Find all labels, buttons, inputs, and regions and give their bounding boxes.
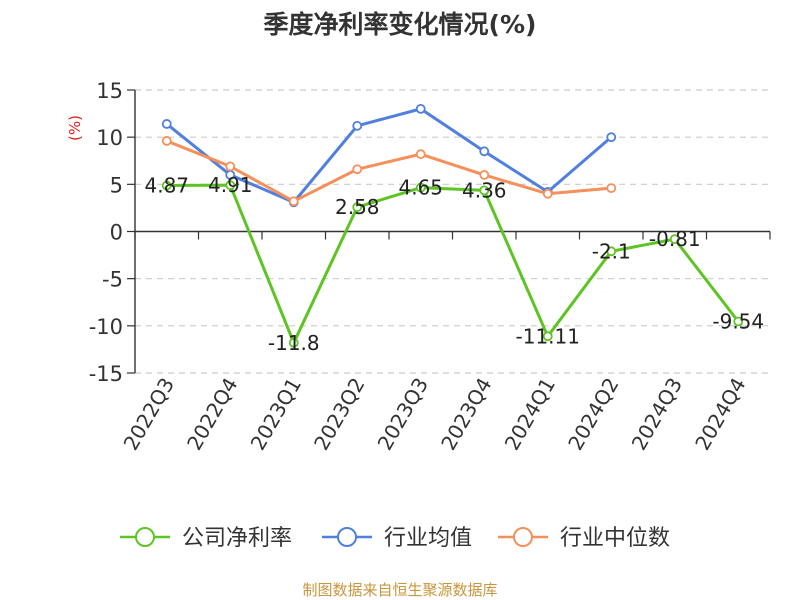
y-tick-label: -5 (102, 268, 123, 292)
series-line (166, 139, 612, 203)
x-tick-label: 2024Q3 (627, 374, 687, 455)
legend-label: 公司净利率 (182, 526, 292, 551)
source-footer: 制图数据来自恒生聚源数据库 (302, 581, 497, 599)
legend-label: 行业均值 (384, 526, 472, 551)
legend-marker (513, 527, 533, 547)
data-point[interactable] (352, 164, 363, 175)
series-2 (161, 136, 617, 207)
legend-marker (135, 527, 155, 547)
data-point[interactable] (288, 196, 299, 207)
data-point[interactable] (161, 136, 172, 146)
data-point[interactable] (733, 316, 744, 327)
data-point[interactable] (415, 182, 426, 193)
data-label: -2.1 (592, 239, 631, 263)
series-line (165, 107, 613, 204)
y-tick-label: -10 (89, 315, 123, 339)
data-point[interactable] (606, 246, 617, 257)
x-tick-label: 2023Q2 (309, 374, 369, 455)
x-tick-label: 2023Q4 (436, 374, 496, 455)
legend-item-2[interactable]: 行业中位数 (498, 526, 670, 551)
legend-item-1[interactable]: 行业均值 (322, 526, 472, 551)
data-point[interactable] (479, 169, 490, 180)
data-point[interactable] (479, 185, 490, 196)
data-point[interactable] (542, 188, 553, 199)
data-point[interactable] (542, 331, 553, 342)
x-tick-label: 2024Q1 (500, 374, 560, 455)
x-tick-label: 2023Q3 (373, 374, 433, 455)
data-point[interactable] (415, 103, 426, 114)
data-point[interactable] (225, 161, 236, 172)
chart-title: 季度净利率变化情况(%) (264, 10, 537, 39)
data-label: 4.87 (144, 174, 189, 198)
y-tick-label: 0 (110, 221, 123, 245)
y-tick-label: 5 (110, 173, 123, 197)
data-label: 4.91 (208, 173, 253, 197)
legend-item-0[interactable]: 公司净利率 (120, 526, 292, 551)
series-line (166, 183, 740, 345)
data-point[interactable] (352, 120, 363, 131)
grid (135, 89, 770, 374)
data-point[interactable] (606, 132, 617, 143)
data-label: -0.81 (649, 227, 701, 251)
data-point[interactable] (415, 149, 426, 160)
x-tick-label: 2022Q3 (119, 374, 179, 455)
series (161, 103, 744, 348)
data-label: 4.36 (462, 178, 507, 202)
data-point[interactable] (606, 183, 617, 194)
data-label: -11.11 (516, 324, 580, 348)
data-point[interactable] (288, 337, 299, 348)
data-point[interactable] (669, 234, 680, 245)
data-label: 2.58 (335, 195, 380, 219)
data-point[interactable] (225, 180, 236, 191)
x-tick-label: 2022Q4 (182, 374, 242, 455)
legend-marker (337, 527, 357, 547)
series-0 (161, 180, 744, 348)
data-labels: 4.87 4.91 -11.8 2.58 4.65 4.36 -11.11 -2.1 -0.81… (144, 173, 764, 355)
data-label: -11.8 (268, 331, 320, 355)
x-tick-label: 2024Q2 (563, 374, 623, 455)
data-label: 4.65 (398, 176, 443, 200)
data-point[interactable] (161, 119, 172, 129)
x-tick-label: 2023Q1 (246, 374, 306, 455)
legend-label: 行业中位数 (560, 526, 670, 551)
y-axis-label: (%) (66, 115, 84, 141)
x-tick-label: 2024Q4 (690, 374, 750, 455)
data-point[interactable] (161, 180, 172, 191)
y-tick-label: 10 (96, 126, 123, 150)
data-point[interactable] (479, 146, 490, 157)
data-point[interactable] (352, 202, 363, 213)
legend[interactable]: 公司净利率 行业均值 行业中位数 (120, 526, 670, 551)
y-tick-label: -15 (89, 362, 123, 386)
data-label: -9.54 (712, 309, 764, 333)
y-tick-label: 15 (96, 79, 123, 103)
